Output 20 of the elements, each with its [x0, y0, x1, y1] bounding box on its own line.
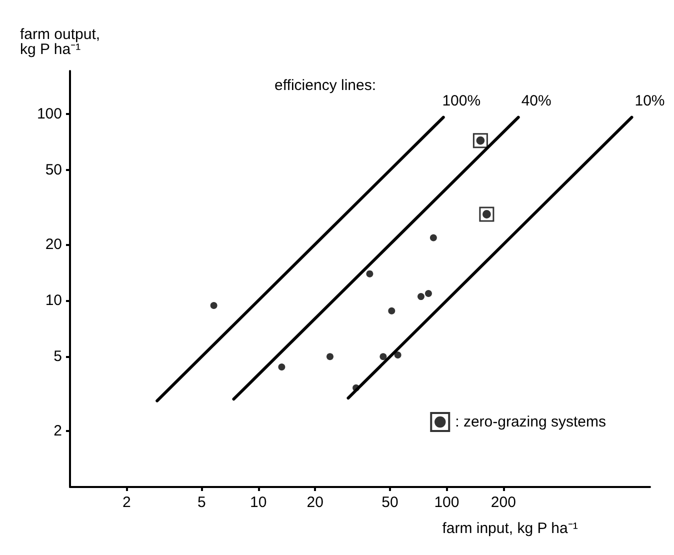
series-label: 10%: [634, 92, 665, 110]
series-label: 40%: [521, 92, 552, 110]
y-tick-label: 10: [45, 292, 62, 309]
x-tick-label: 50: [382, 494, 398, 511]
x-tick-label: 2: [122, 494, 131, 511]
y-tick-label: 2: [54, 422, 62, 440]
annotation: efficiency lines:: [274, 77, 376, 94]
y-tick-label: 100: [36, 105, 62, 122]
y-tick-label: 50: [45, 162, 62, 179]
x-tick-label: 20: [306, 494, 324, 511]
x-tick-label: 100: [434, 494, 460, 511]
x-tick-label: 5: [197, 494, 206, 511]
x-axis-title: farm input, kg P ha⁻¹: [442, 520, 578, 537]
x-tick-label: 10: [250, 494, 267, 511]
y-axis-title: farm output, kg P ha⁻¹: [20, 26, 100, 58]
x-tick-label: 200: [490, 494, 516, 511]
series-label: 100%: [442, 92, 481, 110]
y-tick-label: 5: [54, 348, 62, 366]
y-tick-label: 20: [45, 236, 62, 253]
legend-label: : zero-grazing systems: [455, 414, 606, 430]
